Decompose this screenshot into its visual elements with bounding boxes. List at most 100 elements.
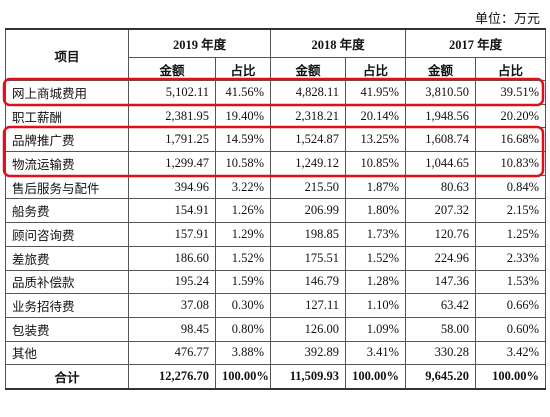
table-cell: 1.53%	[475, 269, 547, 295]
table-row: 品质补偿款 195.24 1.59% 146.79 1.28% 147.36 1.53%	[5, 269, 547, 295]
unit-label: 单位：万元	[474, 11, 540, 26]
table-row: 网上商城费用 5,102.11 41.56% 4,828.11 41.95% 3,810.…	[5, 80, 547, 105]
table-cell: 1.59%	[214, 269, 272, 295]
table-cell: 品质补偿款	[5, 269, 129, 295]
table-cell: 1,044.65	[405, 151, 477, 176]
table-cell: 20.14%	[345, 103, 407, 129]
table-cell: 10.85%	[345, 151, 407, 176]
table-cell: 其他	[5, 340, 129, 366]
table-cell: 3.41%	[345, 340, 407, 366]
table-cell: 10.83%	[475, 151, 547, 176]
table-cell: 3.22%	[214, 174, 272, 200]
expense-table: 项目 2019 年度 2018 年度 2017 年度 金额 占比 金额 占比 金额 占比 网上商…	[5, 28, 547, 390]
table-cell: 网上商城费用	[5, 80, 129, 105]
table-cell: 80.63	[405, 174, 477, 200]
table-cell: 41.56%	[214, 80, 272, 105]
table-cell: 186.60	[128, 245, 216, 271]
table-cell: 206.99	[270, 198, 347, 224]
table-cell: 100.00%	[345, 364, 407, 390]
table-cell: 品牌推广费	[5, 127, 129, 153]
table-cell: 16.68%	[475, 127, 547, 153]
table-cell: 224.96	[405, 245, 477, 271]
table-cell: 146.79	[270, 269, 347, 295]
table-cell: 3.88%	[214, 340, 272, 366]
table-cell: 1.52%	[345, 245, 407, 271]
table-cell: 0.60%	[475, 316, 547, 342]
table-cell: 1.26%	[214, 198, 272, 224]
table-cell: 198.85	[270, 222, 347, 247]
table-cell: 14.59%	[214, 127, 272, 153]
table-cell: 207.32	[405, 198, 477, 224]
table-cell: 0.30%	[214, 293, 272, 318]
table-cell: 1.09%	[345, 316, 407, 342]
table-cell: 0.80%	[214, 316, 272, 342]
table-cell: 业务招待费	[5, 293, 129, 318]
table-cell: 10.58%	[214, 151, 272, 176]
header-cell: 2017 年度	[405, 28, 547, 58]
table-cell: 1,299.47	[128, 151, 216, 176]
table-cell: 100.00%	[475, 364, 547, 390]
table-cell: 58.00	[405, 316, 477, 342]
table-cell: 1,948.56	[405, 103, 477, 129]
table-cell: 1.29%	[214, 222, 272, 247]
table-cell: 包装费	[5, 316, 129, 342]
table-cell: 2,318.21	[270, 103, 347, 129]
table-cell: 392.89	[270, 340, 347, 366]
table-cell: 195.24	[128, 269, 216, 295]
table-row: 物流运输费 1,299.47 10.58% 1,249.12 10.85% 1,044.6…	[5, 151, 547, 176]
table-cell: 63.42	[405, 293, 477, 318]
table-cell: 1,524.87	[270, 127, 347, 153]
table-cell: 127.11	[270, 293, 347, 318]
table-cell: 37.08	[128, 293, 216, 318]
header-cell: 2019 年度	[127, 28, 272, 58]
table-cell: 1.52%	[214, 245, 272, 271]
table-row: 其他 476.77 3.88% 392.89 3.41% 330.28 3.42%	[5, 340, 547, 366]
table-cell: 12,276.70	[128, 364, 216, 390]
table-cell: 126.00	[270, 316, 347, 342]
table-cell: 3,810.50	[405, 80, 477, 105]
table-cell: 售后服务与配件	[5, 174, 129, 200]
table-row: 售后服务与配件 394.96 3.22% 215.50 1.87% 80.63 0.84%	[5, 174, 547, 200]
table-cell: 476.77	[128, 340, 216, 366]
table-cell: 1,791.25	[128, 127, 216, 153]
table-cell: 157.91	[128, 222, 216, 247]
table-cell: 1.10%	[345, 293, 407, 318]
table-cell: 175.51	[270, 245, 347, 271]
table-cell: 394.96	[128, 174, 216, 200]
table-cell: 98.45	[128, 316, 216, 342]
table-row: 职工薪酬 2,381.95 19.40% 2,318.21 20.14% 1,948.56…	[5, 103, 547, 129]
table-cell: 154.91	[128, 198, 216, 224]
table-cell: 1,608.74	[405, 127, 477, 153]
table-cell: 0.84%	[475, 174, 547, 200]
table-cell: 120.76	[405, 222, 477, 247]
table-cell: 147.36	[405, 269, 477, 295]
header-cell: 占比	[214, 57, 272, 81]
table-cell: 19.40%	[214, 103, 272, 129]
table-cell: 物流运输费	[5, 151, 129, 176]
table-cell: 9,645.20	[405, 364, 477, 390]
table-cell: 215.50	[270, 174, 347, 200]
table-cell: 差旅费	[5, 245, 129, 271]
table-cell: 5,102.11	[128, 80, 216, 105]
table-cell: 41.95%	[345, 80, 407, 105]
table-row: 差旅费 186.60 1.52% 175.51 1.52% 224.96 2.33%	[5, 245, 547, 271]
table-cell: 合计	[5, 364, 129, 390]
table-cell: 2.33%	[475, 245, 547, 271]
total-row: 合计 12,276.70 100.00% 11,509.93 100.00% 9,645.…	[5, 364, 547, 390]
table-cell: 11,509.93	[270, 364, 347, 390]
header-cell: 金额	[128, 57, 216, 81]
table-cell: 330.28	[405, 340, 477, 366]
table-cell: 船务费	[5, 198, 129, 224]
table-row: 品牌推广费 1,791.25 14.59% 1,524.87 13.25% 1,608.7…	[5, 127, 547, 153]
header-cell: 金额	[405, 57, 477, 81]
table-cell: 2,381.95	[128, 103, 216, 129]
table-cell: 1.25%	[475, 222, 547, 247]
header-cell: 占比	[345, 57, 407, 81]
table-row: 船务费 154.91 1.26% 206.99 1.80% 207.32 2.15%	[5, 198, 547, 224]
header-cell: 2018 年度	[270, 28, 407, 58]
table-cell: 1.87%	[345, 174, 407, 200]
table-row: 包装费 98.45 0.80% 126.00 1.09% 58.00 0.60%	[5, 316, 547, 342]
table-cell: 1.73%	[345, 222, 407, 247]
header-cell: 项目	[5, 28, 129, 81]
